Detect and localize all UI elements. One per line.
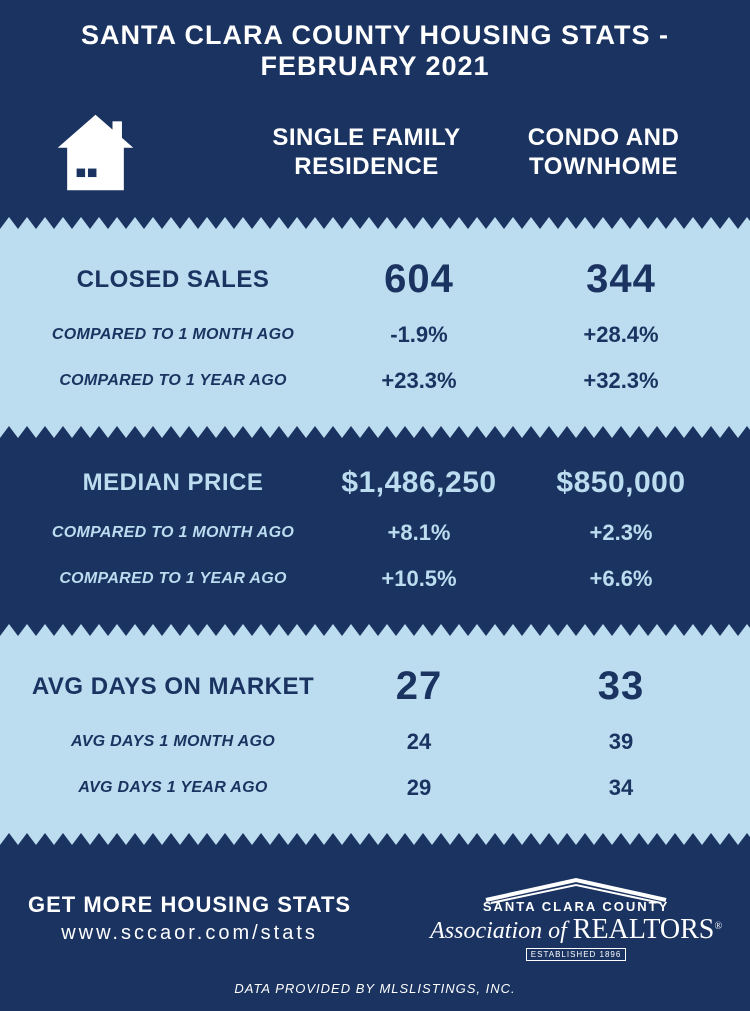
house-icon xyxy=(28,110,248,195)
org-established: ESTABLISHED 1896 xyxy=(526,948,627,961)
section-2: AVG DAYS ON MARKET2733 AVG DAYS 1 MONTH A… xyxy=(0,636,750,831)
col-header-condo: CONDO AND TOWNHOME xyxy=(485,124,722,182)
metric-label: MEDIAN PRICE xyxy=(28,469,318,497)
sub-label: COMPARED TO 1 MONTH AGO xyxy=(28,326,318,344)
section-1: MEDIAN PRICE$1,486,250$850,000 COMPARED T… xyxy=(0,438,750,622)
sub-sfr: 24 xyxy=(318,729,520,755)
sub-label: COMPARED TO 1 YEAR AGO xyxy=(28,372,318,390)
org-county: SANTA CLARA COUNTY xyxy=(483,899,669,914)
section-0: CLOSED SALES604344 COMPARED TO 1 MONTH AG… xyxy=(0,229,750,424)
sub-condo: +6.6% xyxy=(520,566,722,592)
column-headers: SINGLE FAMILY RESIDENCE CONDO AND TOWNHO… xyxy=(0,100,750,215)
footer-url: www.sccaor.com/stats xyxy=(28,922,351,945)
sub-condo: +2.3% xyxy=(520,520,722,546)
footer: GET MORE HOUSING STATS www.sccaor.com/st… xyxy=(0,845,750,1011)
sub-condo: +28.4% xyxy=(520,322,722,348)
metric-sfr: $1,486,250 xyxy=(318,466,520,500)
metric-condo: $850,000 xyxy=(520,466,722,500)
sub-sfr: -1.9% xyxy=(318,322,520,348)
metric-condo: 33 xyxy=(520,664,722,709)
metric-label: CLOSED SALES xyxy=(28,266,318,294)
sub-sfr: 29 xyxy=(318,775,520,801)
metric-sfr: 27 xyxy=(318,664,520,709)
sub-label: COMPARED TO 1 YEAR AGO xyxy=(28,570,318,588)
page-title: SANTA CLARA COUNTY HOUSING STATS - FEBRU… xyxy=(28,20,722,82)
org-name: Association of REALTORS® xyxy=(430,914,722,946)
sub-sfr: +8.1% xyxy=(318,520,520,546)
sub-label: COMPARED TO 1 MONTH AGO xyxy=(28,524,318,542)
sub-condo: +32.3% xyxy=(520,368,722,394)
footer-cta: GET MORE HOUSING STATS xyxy=(28,892,351,918)
sub-sfr: +10.5% xyxy=(318,566,520,592)
metric-sfr: 604 xyxy=(318,257,520,302)
sub-sfr: +23.3% xyxy=(318,368,520,394)
sub-condo: 39 xyxy=(520,729,722,755)
sub-label: AVG DAYS 1 MONTH AGO xyxy=(28,733,318,751)
metric-label: AVG DAYS ON MARKET xyxy=(28,673,318,701)
data-provider: DATA PROVIDED BY MLSLISTINGS, INC. xyxy=(28,981,722,996)
col-header-sfr: SINGLE FAMILY RESIDENCE xyxy=(248,124,485,182)
org-logo: SANTA CLARA COUNTY Association of REALTO… xyxy=(430,875,722,961)
sub-condo: 34 xyxy=(520,775,722,801)
sub-label: AVG DAYS 1 YEAR AGO xyxy=(28,779,318,797)
header: SANTA CLARA COUNTY HOUSING STATS - FEBRU… xyxy=(0,0,750,100)
metric-condo: 344 xyxy=(520,257,722,302)
